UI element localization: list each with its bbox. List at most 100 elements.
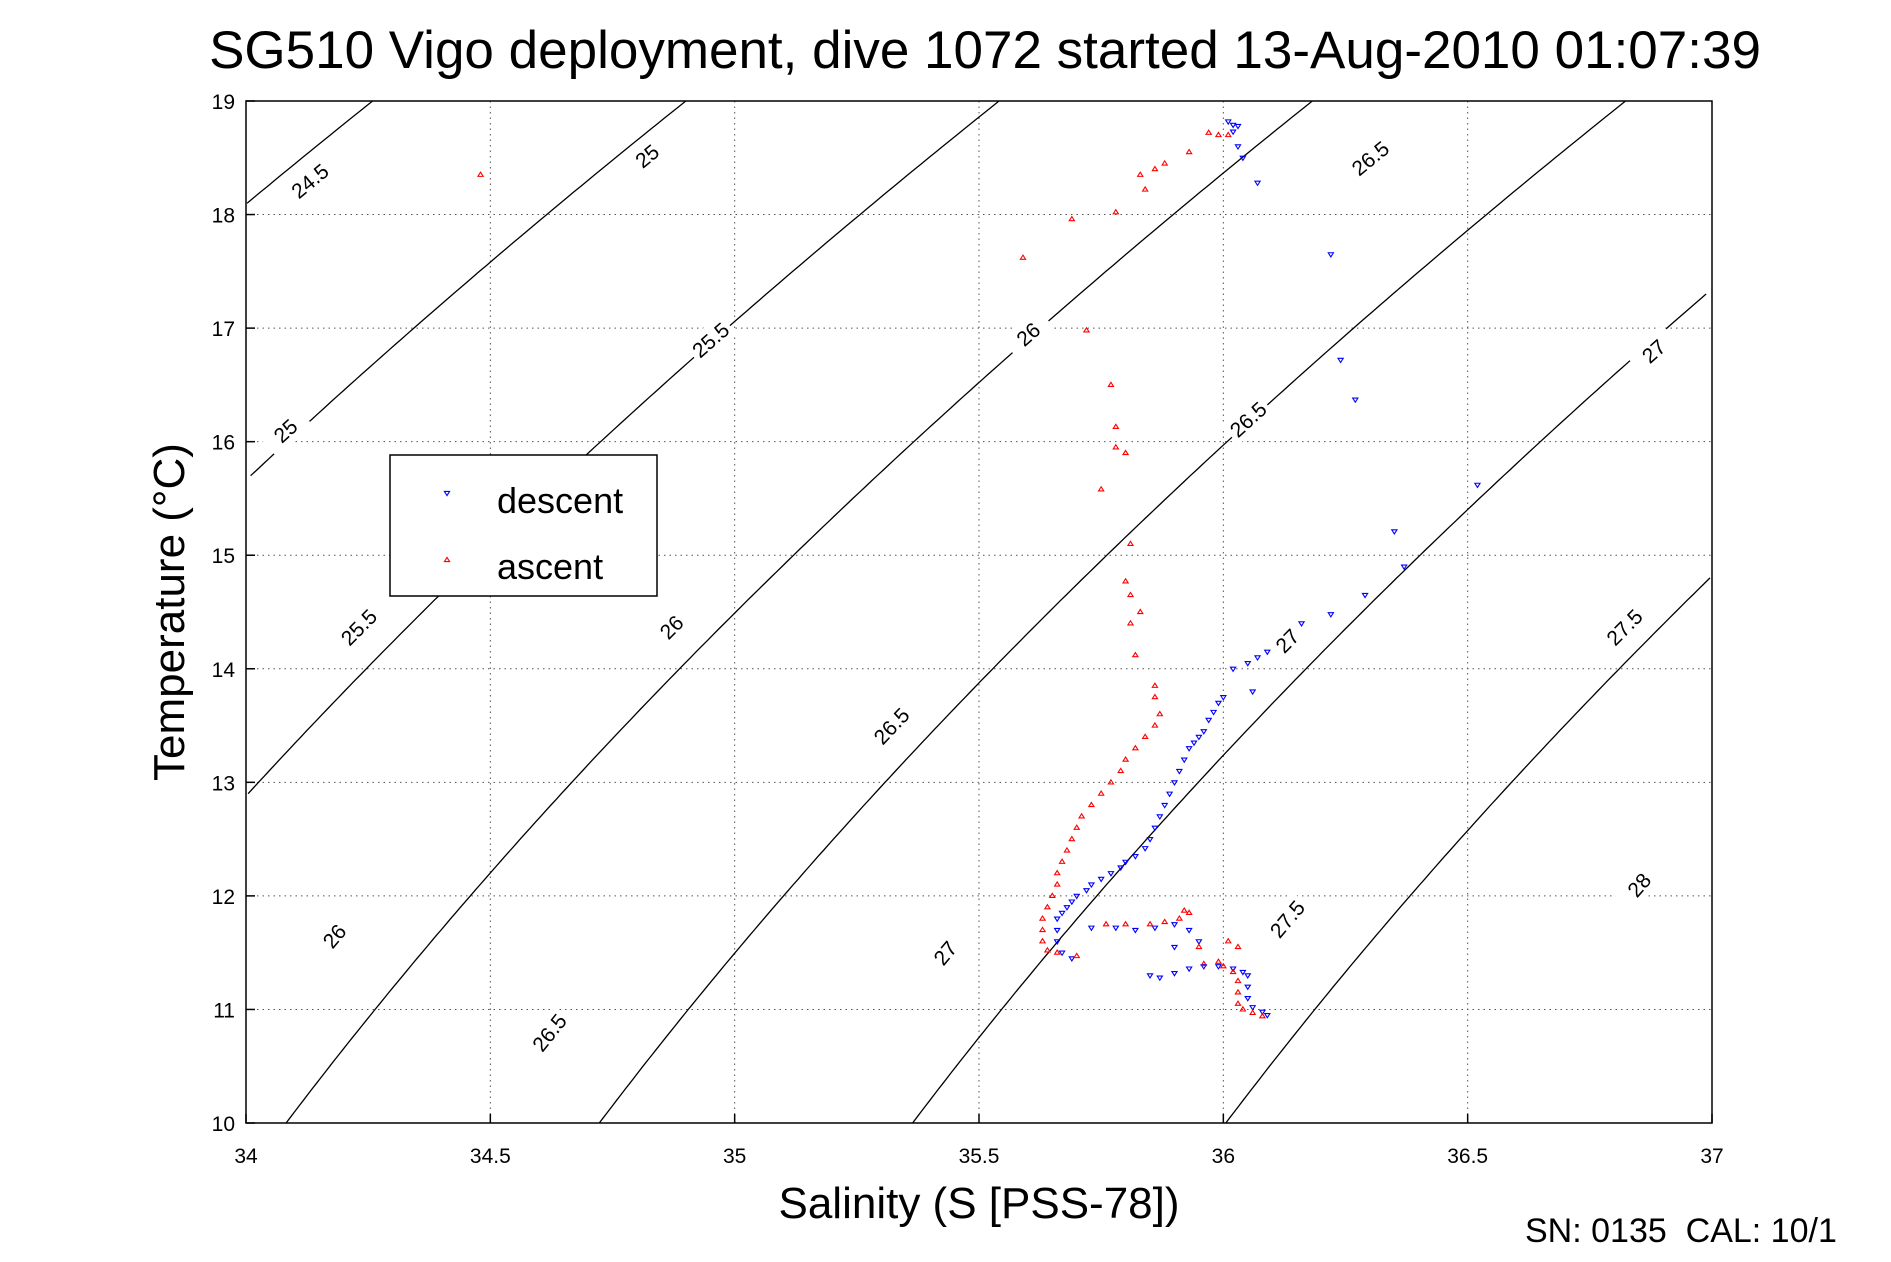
chart-title: SG510 Vigo deployment, dive 1072 started… (209, 21, 1761, 80)
ascent-point (1126, 540, 1135, 546)
ascent-point (1175, 914, 1183, 921)
descent-point (1180, 757, 1188, 764)
descent-point (1209, 709, 1218, 716)
ascent-point (1117, 767, 1125, 774)
descent-point (1063, 905, 1071, 911)
ascent-point (1161, 918, 1169, 925)
ascent-point (1214, 131, 1223, 138)
ascent-point (1185, 909, 1193, 916)
y-axis-label: Temperature (°C) (145, 443, 194, 781)
contour-label-bg (1626, 325, 1680, 377)
ascent-point (1200, 960, 1208, 967)
descent-point (1151, 925, 1159, 932)
ascent-point (1102, 920, 1110, 927)
ascent-point (1053, 949, 1061, 955)
ascent-point (1234, 977, 1242, 984)
descent-point (1053, 916, 1061, 923)
descent-point (1205, 717, 1213, 724)
ascent-point (1122, 577, 1130, 584)
ascent-point (1234, 943, 1242, 950)
descent-point (1058, 950, 1066, 957)
descent-point (1175, 768, 1183, 775)
descent-point (1190, 740, 1198, 747)
descent-point (1131, 854, 1139, 860)
ascent-point (1078, 812, 1086, 819)
ascent-point (1122, 449, 1130, 456)
descent-point (1151, 825, 1159, 832)
descent-point (1229, 666, 1237, 673)
y-tick-label: 14 (212, 659, 236, 682)
descent-point (1263, 649, 1271, 656)
descent-point (1107, 871, 1115, 877)
ascent-point (1053, 880, 1061, 887)
ascent-point (1038, 926, 1047, 933)
descent-point (1131, 927, 1139, 934)
descent-point (1337, 357, 1345, 364)
descent-point (1058, 910, 1066, 917)
descent-point (1097, 876, 1105, 883)
descent-point (1161, 802, 1169, 809)
descent-point (1165, 791, 1174, 798)
contour-label-bg (1597, 600, 1651, 653)
contour-label-bg (308, 908, 360, 963)
ascent-point (1185, 148, 1193, 155)
ascent-point (1151, 721, 1159, 728)
descent-point (1156, 814, 1164, 821)
ascent-point (1082, 326, 1091, 333)
ascent-point (1063, 846, 1071, 853)
ascent-point (1122, 920, 1130, 927)
isopycnal-line (246, 100, 374, 204)
ascent-point (1214, 958, 1223, 964)
ascent-point (1112, 423, 1120, 430)
x-tick-labels: 34 34.5 35 35.5 36 36.5 37 (234, 1114, 1724, 1168)
data-points (476, 119, 1482, 1019)
descent-point (1253, 180, 1262, 187)
descent-point (1122, 859, 1130, 866)
descent-point (1351, 397, 1359, 404)
descent-point (1244, 660, 1252, 667)
descent-point (1219, 695, 1227, 701)
ascent-point (1234, 1000, 1242, 1006)
descent-point (1117, 865, 1125, 872)
descent-point (1229, 966, 1237, 973)
descent-point (1327, 252, 1335, 258)
ascent-point (1087, 801, 1095, 808)
descent-point (1053, 927, 1061, 934)
descent-point (1244, 973, 1252, 980)
ascent-point (1043, 903, 1052, 910)
ascent-point (1038, 937, 1047, 944)
contour-label-bg (683, 313, 737, 366)
descent-point (1185, 927, 1193, 934)
y-tick-label: 18 (212, 205, 235, 228)
ascent-point (1195, 943, 1203, 950)
y-tick-label: 17 (212, 318, 235, 341)
ascent-point (1048, 892, 1056, 898)
ascent-point (1058, 858, 1066, 864)
ascent-point (1136, 171, 1144, 177)
ascent-point (1019, 254, 1027, 260)
contour-label-bg (1260, 614, 1313, 667)
y-tick-label: 13 (212, 772, 235, 795)
descent-point (1156, 975, 1164, 982)
descent-point (1327, 612, 1335, 618)
contour-label-bg (1343, 132, 1397, 184)
descent-point (1146, 837, 1154, 843)
x-tick-label: 34.5 (470, 1145, 511, 1168)
isopycnal-line (598, 100, 1626, 1124)
contour-label-bg (1221, 393, 1275, 445)
ascent-point (1141, 733, 1149, 740)
ascent-point (1038, 914, 1047, 921)
ascent-point (1043, 946, 1052, 953)
ascent-point (1097, 485, 1105, 492)
ascent-point (1249, 1009, 1257, 1015)
descent-point (1473, 482, 1482, 489)
ascent-point (1224, 131, 1232, 138)
ascent-point (1146, 920, 1154, 927)
ascent-point (1229, 968, 1237, 975)
ascent-point (1131, 651, 1139, 658)
x-tick-label: 36 (1212, 1145, 1235, 1168)
descent-point (1170, 970, 1179, 977)
descent-point (1400, 564, 1408, 571)
ascent-point (1219, 962, 1227, 969)
